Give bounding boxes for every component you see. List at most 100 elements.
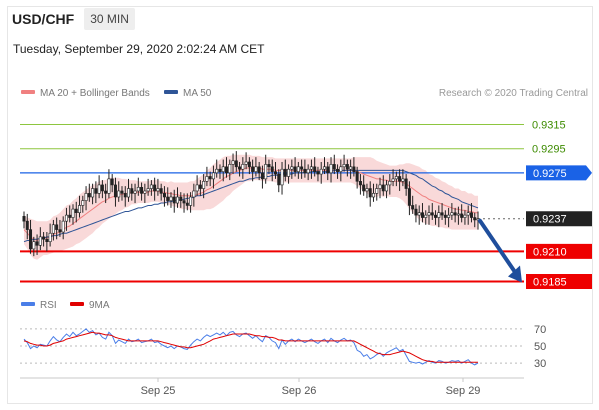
candle-body	[84, 193, 88, 201]
candle-body	[287, 168, 291, 177]
candle-body	[381, 184, 385, 192]
candle-body	[231, 160, 235, 165]
level-label-0.9210: 0.9210	[533, 246, 567, 258]
candle-body	[153, 184, 157, 192]
candle-body	[466, 212, 470, 216]
symbol-label: USD/CHF	[12, 11, 75, 27]
candle-body	[211, 172, 215, 180]
candle-body	[427, 212, 431, 216]
candle-body	[146, 188, 150, 192]
price-panel: 0.9315 0.9295 0.9275 0.9237 0.9210 0.9185	[20, 120, 592, 290]
candle-body	[81, 200, 85, 206]
x-tick-label-sep29: Sep 29	[446, 385, 481, 397]
candle-body	[424, 214, 428, 218]
interval-badge[interactable]: 30 MIN	[84, 8, 135, 30]
candle-body	[74, 208, 78, 214]
candle-body	[45, 238, 49, 242]
candle-body	[385, 184, 389, 192]
candle-body	[375, 188, 379, 194]
candle-body	[342, 164, 346, 168]
level-tag-0.9185	[526, 274, 592, 290]
candle-body	[460, 213, 464, 218]
candle-body	[420, 212, 424, 218]
candle-body	[411, 205, 415, 210]
candle-body	[225, 166, 229, 174]
candle-body	[345, 164, 349, 170]
rsi-series-rsi-line	[23, 328, 479, 366]
candle-body	[38, 236, 42, 246]
price-legend: MA 20 + Bollinger Bands MA 50 Research ©…	[21, 88, 588, 99]
candle-body	[450, 212, 454, 216]
candle-body	[456, 213, 460, 216]
candle-body	[176, 196, 180, 204]
candle-body	[394, 176, 398, 180]
candle-body	[156, 188, 160, 192]
credit-text: Research © 2020 Trading Central	[439, 88, 588, 99]
timestamp-label: Tuesday, September 29, 2020 2:02:24 AM C…	[13, 42, 265, 56]
candle-body	[306, 168, 310, 174]
candle-body	[182, 200, 186, 204]
rsi-legend: RSI 9MA	[21, 300, 110, 311]
candle-body	[339, 166, 343, 172]
candle-body	[401, 178, 405, 182]
candle-body	[117, 190, 121, 198]
rsi-series-9ma-line	[23, 331, 478, 363]
candle-body	[273, 171, 277, 175]
candle-body	[313, 166, 317, 172]
candle-body	[257, 166, 261, 174]
candle-body	[447, 214, 451, 218]
candle-body	[473, 217, 477, 221]
candle-body	[58, 229, 62, 233]
candle-body	[68, 214, 72, 218]
candle-body	[398, 176, 402, 182]
candle-body	[264, 164, 268, 180]
level-label-0.9275: 0.9275	[533, 168, 567, 180]
candle-body	[349, 166, 353, 170]
level-label-0.9315: 0.9315	[532, 120, 566, 132]
candle-body	[78, 205, 82, 214]
candle-body	[251, 166, 255, 172]
candle-body	[336, 168, 340, 172]
candle-body	[254, 166, 258, 172]
candle-body	[368, 188, 372, 198]
candle-body	[388, 180, 392, 186]
level-label-0.9237: 0.9237	[533, 214, 567, 226]
candle-body	[228, 164, 232, 174]
candle-body	[453, 212, 457, 216]
chart-header: USD/CHF 30 MIN	[12, 8, 135, 30]
candle-body	[133, 190, 137, 194]
candle-body	[417, 212, 421, 216]
candle-body	[172, 196, 176, 204]
candle-body	[365, 188, 369, 192]
candle-body	[104, 190, 108, 194]
candle-body	[42, 236, 46, 240]
candle-body	[136, 187, 140, 192]
candle-body	[25, 220, 29, 230]
candle-body	[234, 160, 238, 168]
candle-body	[316, 171, 320, 175]
candle-body	[319, 168, 323, 175]
candle-body	[434, 214, 438, 218]
candle-body	[290, 166, 294, 170]
candle-body	[113, 184, 117, 198]
candle-body	[110, 178, 114, 186]
forecast-arrow-shaft	[478, 218, 518, 276]
candle-body	[87, 193, 91, 198]
x-axis: Sep 25 Sep 26 Sep 29	[20, 377, 524, 397]
candle-body	[270, 166, 274, 172]
candle-body	[362, 184, 366, 192]
candle-body	[221, 166, 225, 172]
candle-body	[97, 184, 101, 194]
candle-body	[277, 173, 281, 186]
candle-body	[267, 164, 271, 168]
candle-body	[64, 214, 68, 222]
candle-body	[260, 172, 264, 180]
candle-body	[404, 178, 408, 189]
candle-body	[358, 180, 362, 186]
ma50-legend-label: MA 50	[183, 88, 212, 99]
candle-body	[463, 214, 467, 218]
rsi-tick-label-70: 70	[534, 324, 546, 336]
candle-body	[414, 208, 418, 216]
candle-body	[218, 168, 222, 172]
